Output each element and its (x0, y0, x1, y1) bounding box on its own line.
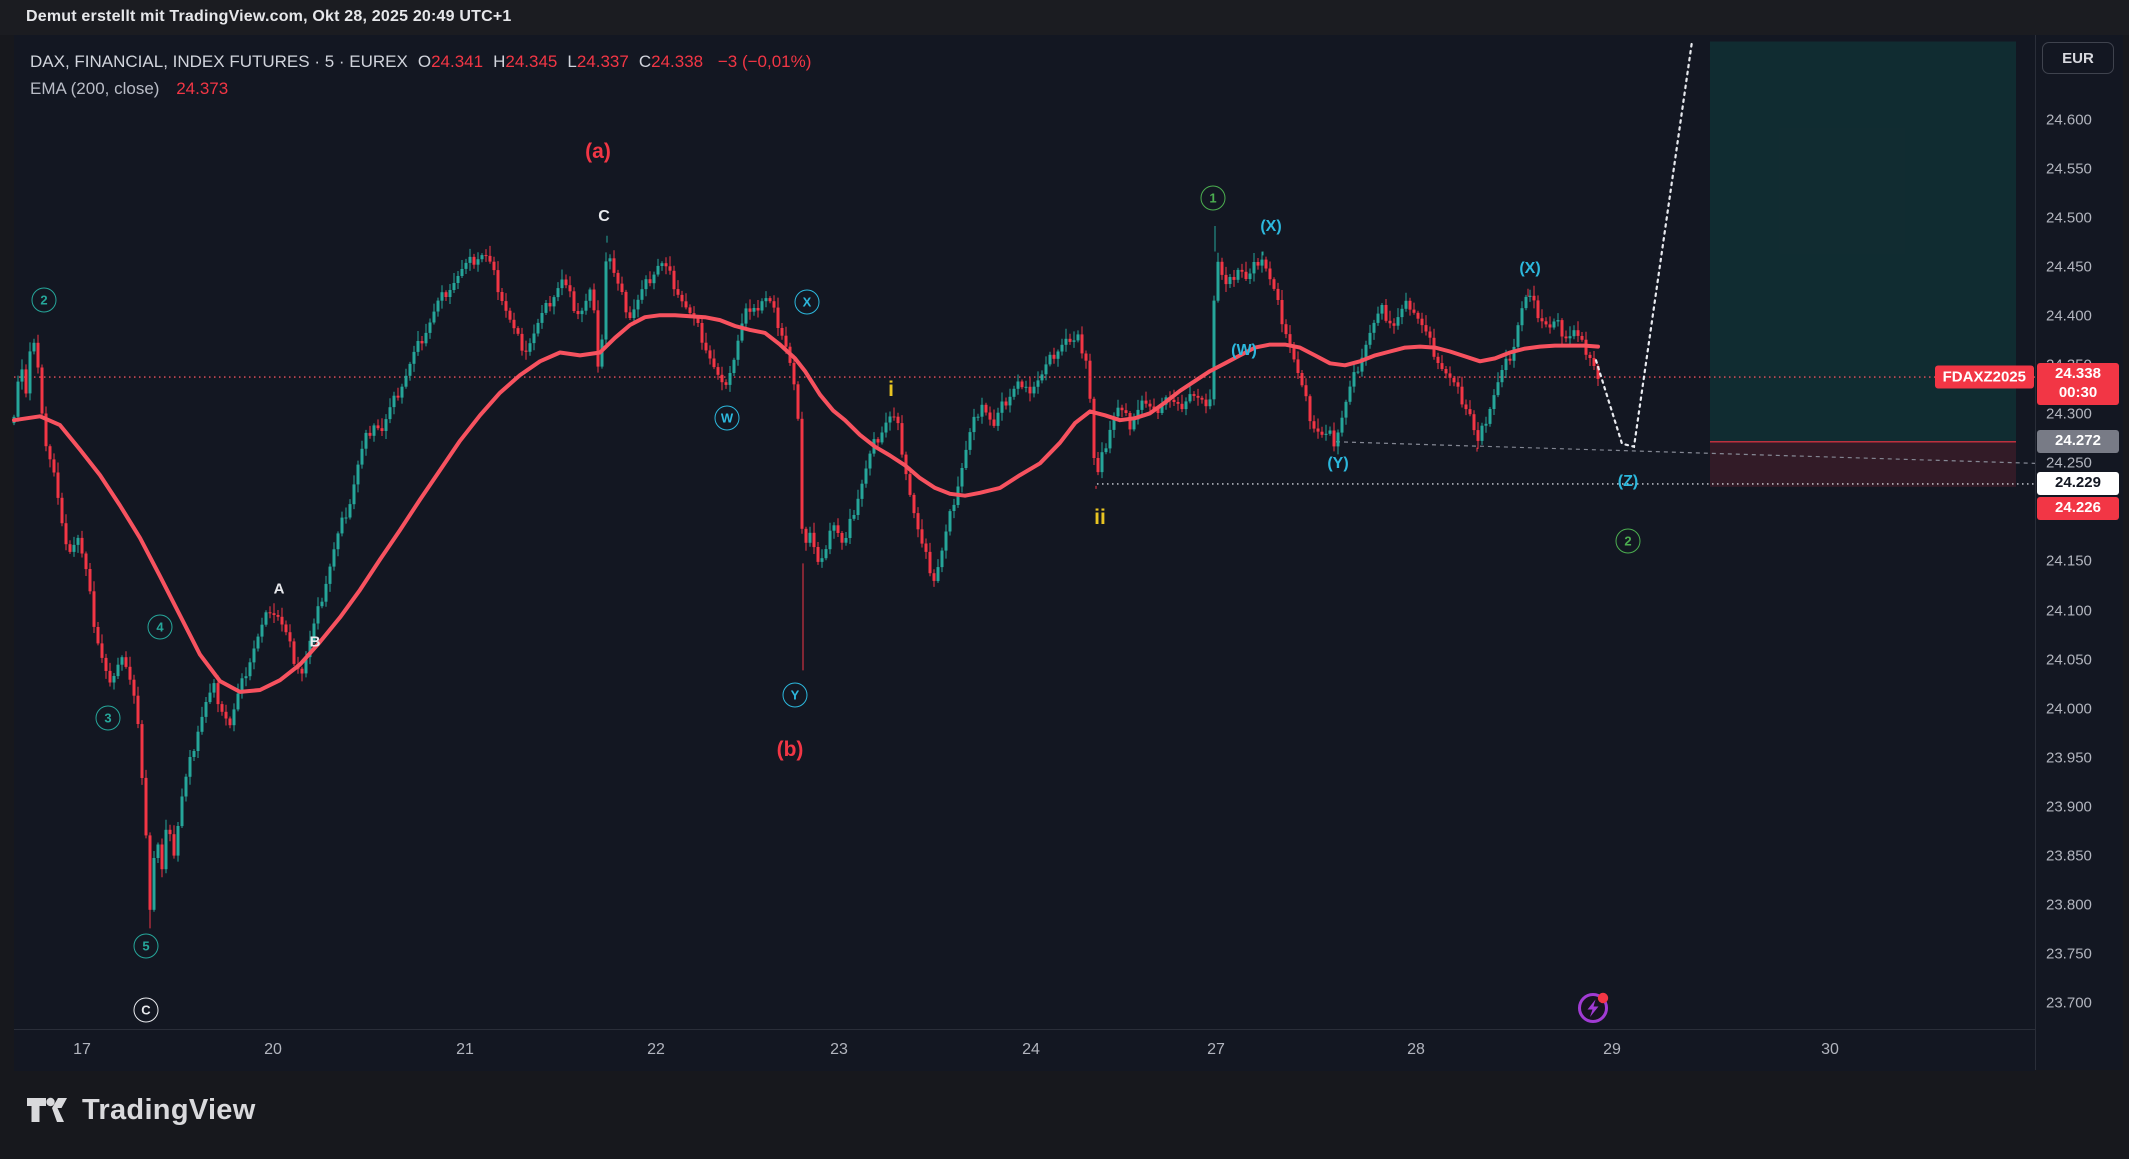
price-tick-label: 24.600 (2046, 111, 2092, 129)
ohlc-key: H (493, 52, 506, 71)
change-value: −3 (−0,01%) (717, 52, 812, 71)
ohlc-value: 24.338 (651, 52, 704, 71)
elliott-wave-label: 5 (133, 933, 159, 959)
elliott-wave-label: (X) (1260, 218, 1282, 235)
time-tick-label: 27 (1207, 1041, 1225, 1058)
price-tick-label: 24.300 (2046, 405, 2092, 423)
indicator-legend-row: EMA (200, close) 24.373 (30, 79, 811, 99)
projection-forecast-path (1594, 40, 1694, 449)
elliott-wave-label: (Z) (1617, 473, 1639, 490)
elliott-wave-label: B (309, 633, 321, 651)
elliott-wave-label: W (714, 405, 740, 431)
elliott-wave-label: X (794, 289, 820, 315)
price-tick-label: 23.800 (2046, 896, 2092, 914)
time-tick-label: 23 (830, 1041, 848, 1058)
ohlc-value: 24.341 (431, 52, 484, 71)
elliott-wave-label: Y (782, 682, 808, 708)
ohlc-key: L (567, 52, 577, 71)
price-tick-label: 24.250 (2046, 454, 2092, 472)
elliott-wave-label: (W) (1231, 342, 1257, 359)
chart-legend: DAX, FINANCIAL, INDEX FUTURES · 5 · EURE… (30, 52, 811, 99)
price-tick-label: 23.950 (2046, 749, 2092, 767)
time-tick-label: 20 (264, 1041, 282, 1058)
ema-200-line (12, 313, 1600, 694)
price-tick-label: 24.550 (2046, 160, 2092, 178)
tradingview-wordmark: TradingView (82, 1093, 256, 1126)
price-tick-label: 24.150 (2046, 552, 2092, 570)
symbol-price-tag: FDAXZ2025 (1934, 365, 2034, 389)
time-tick-label: 28 (1407, 1041, 1425, 1058)
price-tick-label: 23.700 (2046, 994, 2092, 1012)
chart-pane[interactable] (14, 35, 2035, 1029)
time-tick-label: 21 (456, 1041, 474, 1058)
ohlc-value: 24.345 (505, 52, 558, 71)
indicator-name: EMA (200, close) (30, 79, 160, 98)
elliott-wave-label: (b) (776, 738, 804, 761)
price-tick-label: 24.050 (2046, 651, 2092, 669)
symbol-legend-row: DAX, FINANCIAL, INDEX FUTURES · 5 · EURE… (30, 52, 811, 72)
elliott-wave-label: 2 (31, 287, 57, 313)
price-tick-label: 24.100 (2046, 602, 2092, 619)
long-position-loss-zone (1710, 441, 2016, 487)
elliott-wave-label: i (888, 378, 894, 401)
stop-price-tag: 24.226 (2037, 497, 2119, 520)
level-price-tag: 24.229 (2037, 471, 2119, 495)
elliott-wave-label: (Y) (1327, 455, 1349, 472)
elliott-wave-label: 2 (1615, 528, 1641, 554)
price-tick-label: 24.500 (2046, 209, 2092, 227)
indicator-value: 24.373 (176, 79, 229, 98)
elliott-wave-label: (a) (585, 140, 611, 163)
entry-price-tag: 24.272 (2037, 429, 2119, 453)
candlestick-series (12, 245, 1600, 916)
price-axis[interactable] (2035, 35, 2123, 1070)
time-tick-label: 22 (647, 1041, 665, 1058)
price-tick-label: 24.000 (2046, 700, 2092, 718)
elliott-wave-label: ii (1094, 506, 1106, 529)
time-tick-label: 17 (73, 1041, 91, 1058)
elliott-wave-label: 1 (1200, 185, 1226, 211)
time-tick-label: 30 (1821, 1041, 1839, 1058)
elliott-wave-label: 3 (95, 705, 121, 731)
elliott-wave-label: (X) (1519, 260, 1541, 277)
elliott-wave-label: 4 (147, 614, 173, 640)
price-tick-label: 23.850 (2046, 847, 2092, 865)
elliott-wave-label: C (598, 208, 610, 225)
lightning-sticker-icon (1578, 992, 1609, 1023)
elliott-wave-label: A (273, 580, 285, 598)
top-attribution-bar: Demut erstellt mit TradingView.com, Okt … (0, 0, 2129, 35)
price-tick-label: 24.400 (2046, 307, 2092, 325)
ohlc-key: C (638, 52, 652, 71)
ohlc-key: O (417, 52, 432, 71)
ohlc-value: 24.337 (576, 52, 629, 71)
time-tick-label: 29 (1603, 1041, 1621, 1058)
currency-button[interactable]: EUR (2042, 42, 2114, 74)
price-tick-label: 23.750 (2046, 945, 2092, 963)
tradingview-logo[interactable]: TradingView (26, 1092, 256, 1128)
tradingview-mark-icon (27, 1097, 67, 1122)
price-tick-label: 23.900 (2046, 798, 2092, 816)
time-tick-label: 24 (1022, 1041, 1040, 1058)
symbol-title: DAX, FINANCIAL, INDEX FUTURES · 5 · EURE… (30, 52, 408, 71)
time-axis[interactable] (14, 1029, 2035, 1071)
price-tick-label: 24.450 (2046, 258, 2092, 276)
last-price-tag: 24.338 00:30 (2037, 363, 2119, 405)
attribution-text: Demut erstellt mit TradingView.com, Okt … (26, 8, 512, 25)
elliott-wave-label: C (133, 997, 159, 1023)
